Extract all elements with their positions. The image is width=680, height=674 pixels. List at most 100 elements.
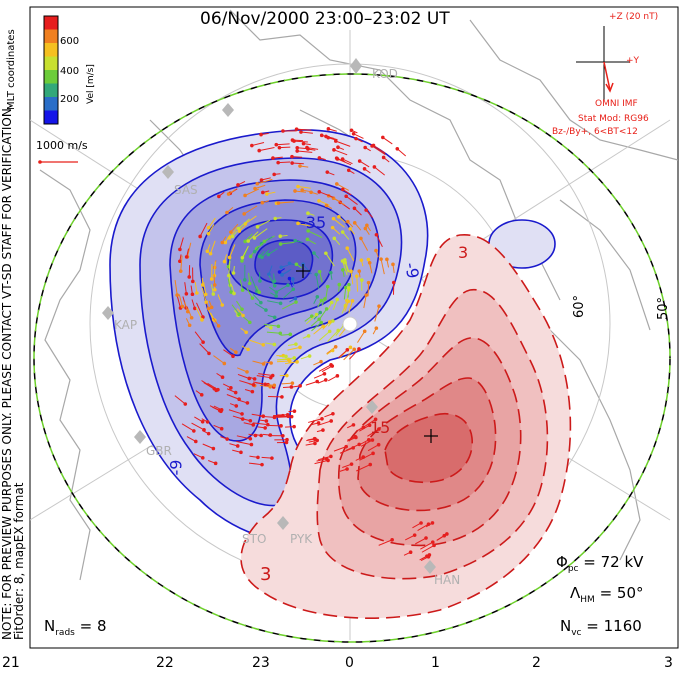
colorbar-segment bbox=[44, 110, 58, 125]
radar-label-kod: KOD bbox=[372, 67, 398, 81]
velocity-vector-origin bbox=[293, 238, 298, 243]
velocity-vector-origin bbox=[292, 139, 296, 143]
velocity-vector-origin bbox=[259, 178, 264, 182]
velocity-vector-origin bbox=[276, 324, 281, 329]
velocity-vector-origin bbox=[263, 382, 268, 387]
velocity-vector bbox=[319, 271, 323, 283]
velocity-vector bbox=[297, 186, 311, 189]
velocity-vector-origin bbox=[178, 269, 183, 273]
velocity-vector bbox=[213, 355, 225, 364]
velocity-vector-origin bbox=[206, 225, 211, 230]
velocity-vector bbox=[346, 247, 355, 262]
velocity-vector-origin bbox=[178, 259, 182, 264]
velocity-vector bbox=[345, 443, 360, 451]
velocity-vector-origin bbox=[207, 351, 211, 356]
velocity-vector-origin bbox=[250, 296, 255, 300]
fit-order-note: FitOrder: 8, mapEX format bbox=[12, 482, 26, 640]
velocity-vector bbox=[267, 300, 281, 304]
velocity-vector-origin bbox=[287, 359, 292, 363]
velocity-vector-origin bbox=[284, 440, 289, 445]
velocity-vector-origin bbox=[294, 342, 298, 346]
velocity-vector-origin bbox=[231, 354, 235, 359]
velocity-vector-origin bbox=[315, 379, 319, 384]
velocity-vector-origin bbox=[368, 462, 373, 467]
velocity-vector-origin bbox=[189, 315, 194, 320]
velocity-vector bbox=[360, 238, 369, 251]
velocity-vector-origin bbox=[268, 433, 273, 437]
radar-label-han: HAN bbox=[434, 573, 461, 587]
velocity-vector-origin bbox=[219, 409, 223, 414]
velocity-vector-origin bbox=[314, 312, 319, 317]
velocity-vector-origin bbox=[321, 428, 325, 432]
velocity-vector bbox=[207, 382, 219, 391]
velocity-vector-origin bbox=[248, 254, 253, 259]
velocity-vector-origin bbox=[195, 291, 199, 295]
colorbar bbox=[43, 15, 59, 125]
velocity-vector-origin bbox=[193, 439, 198, 444]
velocity-vector-origin bbox=[237, 312, 241, 317]
velocity-vector-origin bbox=[337, 215, 341, 219]
velocity-vector bbox=[318, 455, 332, 461]
velocity-vector-origin bbox=[234, 350, 238, 355]
velocity-vector-origin bbox=[272, 383, 277, 388]
velocity-vector-origin bbox=[306, 211, 310, 216]
velocity-vector-origin bbox=[327, 329, 332, 334]
velocity-vector bbox=[248, 339, 264, 346]
velocity-vector-origin bbox=[366, 257, 371, 262]
velocity-vector-origin bbox=[276, 160, 280, 165]
velocity-vector-origin bbox=[274, 294, 278, 298]
velocity-vector-origin bbox=[246, 239, 251, 243]
stat-phi-pc: Φpc = 72 kV bbox=[556, 553, 643, 574]
colorbar-segment bbox=[44, 16, 58, 30]
velocity-vector-origin bbox=[391, 262, 395, 267]
velocity-vector bbox=[252, 294, 262, 303]
velocity-vector bbox=[285, 361, 298, 365]
velocity-vector-origin bbox=[295, 145, 300, 150]
velocity-vector-origin bbox=[371, 143, 376, 148]
velocity-vector bbox=[268, 248, 278, 255]
colorbar-segment bbox=[44, 97, 58, 111]
velocity-vector-origin bbox=[333, 345, 338, 349]
stat-model-params: Bz-/By+, 6<BT<12 bbox=[552, 127, 638, 137]
velocity-vector bbox=[244, 188, 259, 196]
velocity-vector-origin bbox=[281, 129, 285, 133]
imf-z-label: +Z (20 nT) bbox=[609, 12, 659, 22]
velocity-vector-origin bbox=[274, 142, 279, 147]
velocity-vector bbox=[420, 541, 434, 550]
velocity-vector-origin bbox=[295, 149, 299, 153]
velocity-vector-origin bbox=[317, 156, 322, 160]
velocity-vector bbox=[239, 279, 244, 291]
velocity-vector bbox=[297, 150, 313, 153]
velocity-vector-origin bbox=[330, 225, 335, 230]
velocity-vector bbox=[396, 148, 407, 157]
velocity-vector-origin bbox=[350, 299, 355, 303]
velocity-vector bbox=[254, 228, 268, 239]
velocity-vector-origin bbox=[219, 426, 224, 431]
velocity-vector-origin bbox=[340, 157, 345, 161]
velocity-vector-origin bbox=[366, 438, 371, 442]
velocity-vector-origin bbox=[269, 361, 273, 365]
velocity-vector-origin bbox=[242, 212, 246, 216]
velocity-vector-origin bbox=[211, 292, 216, 296]
velocity-vector-origin bbox=[253, 433, 258, 438]
velocity-vector bbox=[228, 260, 231, 276]
velocity-vector-origin bbox=[352, 347, 357, 352]
velocity-vector-origin bbox=[313, 437, 317, 441]
velocity-vector bbox=[350, 271, 354, 285]
velocity-vector bbox=[333, 197, 345, 206]
colorbar-tick-400: 400 bbox=[60, 66, 80, 77]
velocity-vector-origin bbox=[332, 148, 336, 152]
velocity-vector bbox=[314, 459, 329, 465]
velocity-vector-origin bbox=[374, 326, 379, 330]
velocity-vector-origin bbox=[336, 145, 340, 150]
velocity-vector-origin bbox=[363, 226, 368, 231]
velocity-vector-origin bbox=[211, 446, 216, 451]
velocity-vector-origin bbox=[371, 451, 375, 456]
velocity-vector bbox=[348, 300, 353, 314]
velocity-vector-origin bbox=[285, 437, 289, 442]
velocity-vector bbox=[305, 381, 318, 386]
velocity-vector-origin bbox=[314, 272, 319, 277]
velocity-vector-origin bbox=[241, 313, 245, 318]
velocity-vector-origin bbox=[280, 395, 284, 399]
velocity-vector-origin bbox=[266, 252, 271, 257]
